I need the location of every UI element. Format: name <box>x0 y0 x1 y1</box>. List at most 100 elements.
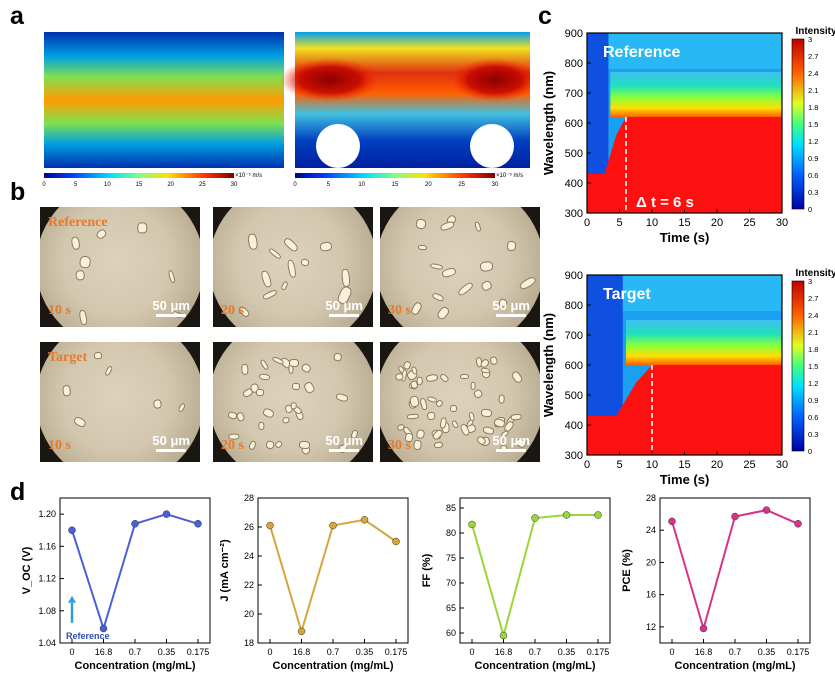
series-line <box>71 513 199 632</box>
crystal <box>291 382 301 390</box>
scale-bar: 50 μm <box>492 433 530 452</box>
y-tick-label: 600 <box>565 360 583 372</box>
y-tick-label: 700 <box>565 330 583 342</box>
data-point <box>731 512 739 521</box>
y-tick-label: 28 <box>646 493 656 503</box>
x-axis-label: Time (s) <box>660 472 710 487</box>
y-tick-label: 1.04 <box>38 638 56 648</box>
x-tick-label: 0.7 <box>529 647 542 657</box>
y-tick-label: 1.08 <box>38 606 56 616</box>
y-tick-label: 22 <box>244 580 254 590</box>
y-tick-label: 500 <box>565 390 583 402</box>
x-tick-label: 16.8 <box>95 647 113 657</box>
x-axis-label: Concentration (mg/mL) <box>675 660 796 672</box>
data-point <box>468 520 476 529</box>
x-tick-label: 10 <box>646 459 658 471</box>
colorbar-ticks: 0 5 10 15 20 25 30 0 5 10 15 20 25 30 <box>42 182 499 188</box>
y-axis-label: FF (%) <box>421 553 433 587</box>
x-tick-label: 5 <box>616 217 622 229</box>
chart-voc: 1.04 1.08 1.12 1.16 1.20 0 16.8 0.7 0.35 0.175 Con… <box>21 497 211 672</box>
y-tick-label: 1.12 <box>38 574 56 584</box>
colorbar-tick-label: 3 <box>808 35 812 44</box>
colorbar-tick-label: 1.5 <box>808 362 818 371</box>
colorbar-tick-label: 15 <box>136 182 143 188</box>
x-tick-label: 20 <box>711 459 723 471</box>
x-tick-label: 25 <box>743 459 755 471</box>
colorbar-tick-label: 15 <box>392 182 399 188</box>
y-tick-label: 28 <box>244 493 254 503</box>
laminar-flow-map <box>44 32 284 168</box>
data-point <box>99 624 108 633</box>
y-tick-label: 12 <box>646 622 656 632</box>
heatmap-upper-region <box>587 33 782 69</box>
crystal <box>137 222 148 233</box>
y-tick-label: 900 <box>565 270 583 282</box>
y-tick-label: 85 <box>446 503 456 513</box>
data-point <box>329 521 337 530</box>
y-tick-label: 65 <box>446 603 456 613</box>
y-tick-label: 24 <box>244 551 254 561</box>
colorbar-tick-label: 30 <box>492 182 499 188</box>
time-label: 30 s <box>388 303 411 318</box>
colorbar-tick-label: 0 <box>42 182 46 188</box>
colorbar-units: ×10⁻⁵ m/s <box>235 172 262 179</box>
scale-bar-line <box>329 314 360 317</box>
obstacle-circle <box>316 124 360 168</box>
x-axis-label: Concentration (mg/mL) <box>475 660 596 672</box>
high-intensity-region <box>587 365 782 455</box>
crystal <box>469 381 476 390</box>
reference-note: Reference <box>66 631 110 641</box>
x-tick-label: 0.175 <box>385 647 408 657</box>
colorbar-title: Intensity <box>795 26 835 37</box>
emission-band <box>626 320 782 365</box>
colorbar-tick-label: 0.3 <box>808 188 818 197</box>
x-axis-label: Concentration (mg/mL) <box>273 660 394 672</box>
colorbar-title: Intensity <box>795 268 835 279</box>
y-tick-label: 20 <box>646 557 656 567</box>
y-tick-label: 60 <box>446 628 456 638</box>
chart-pce: 12 16 20 24 28 0 16.8 0.7 0.35 0.175 Concentration… <box>621 493 811 672</box>
scale-bar-line <box>156 449 187 452</box>
crystal <box>289 359 300 367</box>
time-label: 20 s <box>221 438 244 453</box>
colorbar-tick-label: 1.2 <box>808 379 818 388</box>
field-of-view <box>380 207 540 327</box>
panel-letter-a: a <box>10 2 24 30</box>
time-label: 20 s <box>221 303 244 318</box>
y-tick-label: 24 <box>646 525 656 535</box>
data-point <box>794 520 802 528</box>
heatmap-title: Reference <box>603 44 680 61</box>
colorbar-tick-label: 10 <box>104 182 111 188</box>
y-tick-label: 16 <box>646 590 656 600</box>
data-point <box>194 520 202 528</box>
y-tick-label: 1.20 <box>38 509 56 519</box>
micrograph-reference-10s: Reference 10 s 50 μm <box>40 207 200 327</box>
data-point <box>131 520 139 528</box>
series-line <box>671 509 799 633</box>
colorbar-tick-label: 0.3 <box>808 430 818 439</box>
photovoltaic-metrics: 1.04 1.08 1.12 1.16 1.20 0 16.8 0.7 0.35 0.175 Con… <box>21 493 811 672</box>
y-tick-label: 26 <box>244 522 254 532</box>
data-point <box>668 517 676 526</box>
x-tick-label: 0.175 <box>787 647 810 657</box>
y-tick-label: 1.16 <box>38 541 56 551</box>
y-tick-label: 400 <box>565 178 583 190</box>
x-tick-label: 0.35 <box>356 647 374 657</box>
micrograph-target-10s: Target 10 s 50 μm <box>40 342 200 462</box>
delta-t-label: Δ t = 6 s <box>636 194 694 211</box>
colorbar-tick-label: 20 <box>425 182 432 188</box>
colorbar-tick-label: 5 <box>327 182 331 188</box>
scale-bar-label: 50 μm <box>152 298 190 313</box>
y-tick-label: 900 <box>565 28 583 40</box>
data-point <box>297 627 306 636</box>
colorbar-tick-label: 2.1 <box>808 86 818 95</box>
x-tick-label: 0 <box>584 459 590 471</box>
x-tick-label: 15 <box>678 217 690 229</box>
panel-letter-c: c <box>538 2 552 30</box>
crystal <box>406 413 420 420</box>
colorbar-tick-label: 0 <box>808 205 812 214</box>
colorbar-tick-label: 2.1 <box>808 328 818 337</box>
